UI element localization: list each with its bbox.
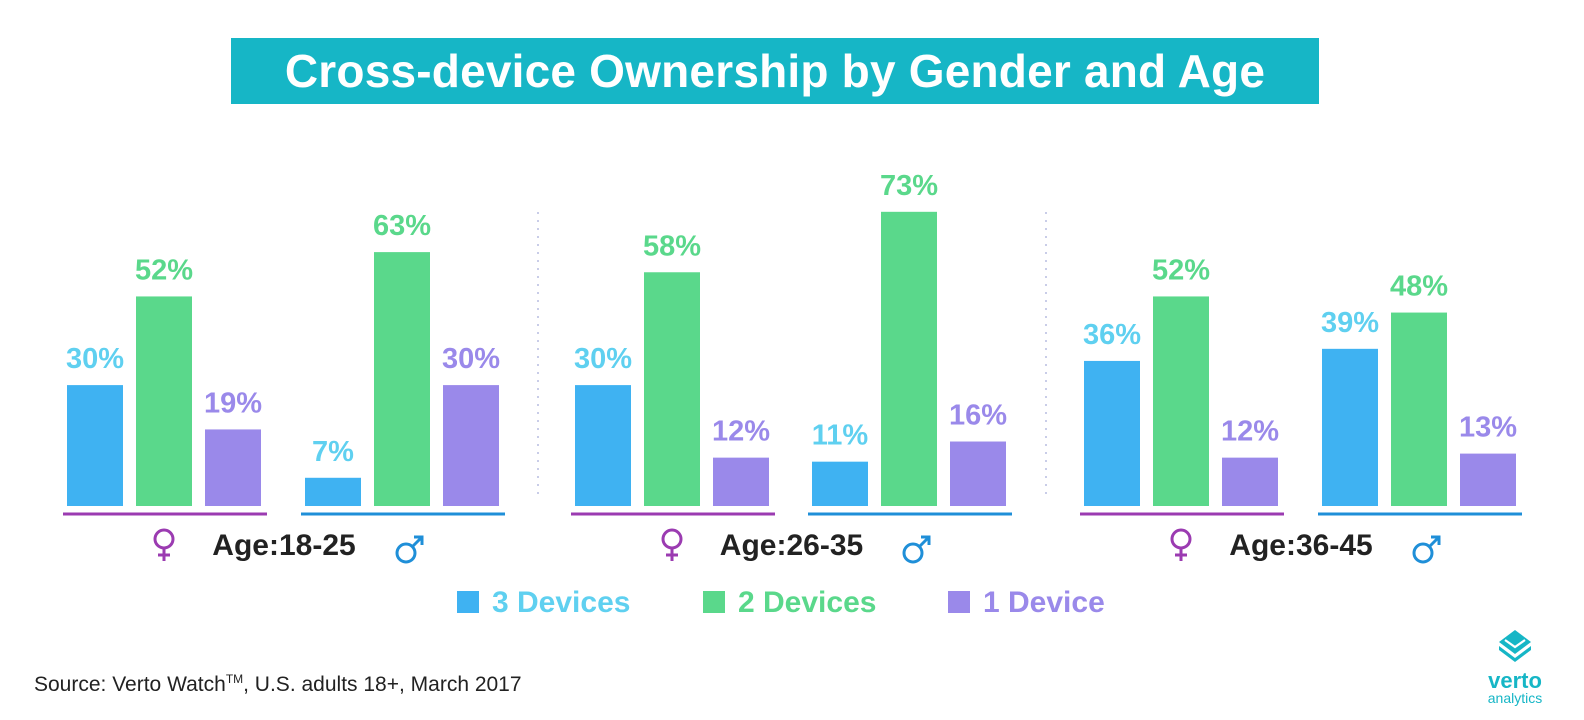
bar-male-2-devices bbox=[374, 252, 430, 506]
female-symbol-icon bbox=[661, 528, 683, 561]
bar-female-1-device bbox=[1222, 457, 1278, 506]
diamond-logo-icon bbox=[1499, 630, 1531, 662]
bar-female-3-devices bbox=[575, 385, 631, 506]
legend-label-2-devices: 2 Devices bbox=[738, 586, 876, 619]
male-symbol-icon bbox=[902, 535, 931, 564]
bar-value-label: 30% bbox=[442, 343, 500, 375]
bar-male-2-devices bbox=[1391, 312, 1447, 506]
bar-value-label: 36% bbox=[1083, 319, 1141, 351]
logo-sub: analytics bbox=[1487, 690, 1543, 706]
age-group-label: Age:26-35 bbox=[720, 529, 863, 562]
bar-value-label: 30% bbox=[574, 343, 632, 375]
bar-male-1-device bbox=[1460, 453, 1516, 506]
bar-value-label: 52% bbox=[1152, 254, 1210, 286]
bar-value-label: 73% bbox=[880, 170, 938, 202]
legend-swatch-2-devices bbox=[703, 591, 725, 613]
female-symbol-circle bbox=[661, 528, 683, 550]
male-symbol-icon bbox=[1412, 535, 1441, 564]
age-group-label: Age:36-45 bbox=[1229, 529, 1372, 562]
bar-female-3-devices bbox=[1084, 360, 1140, 506]
bar-female-2-devices bbox=[136, 296, 192, 506]
bar-value-label: 63% bbox=[373, 210, 431, 242]
bar-male-2-devices bbox=[881, 211, 937, 506]
verto-logo: verto analytics bbox=[1470, 628, 1560, 708]
bar-male-1-device bbox=[950, 441, 1006, 506]
legend-label-3-devices: 3 Devices bbox=[492, 586, 630, 619]
bar-value-label: 48% bbox=[1390, 271, 1448, 303]
male-symbol-icon bbox=[395, 535, 424, 564]
female-symbol-circle bbox=[153, 528, 175, 550]
female-symbol-circle bbox=[1170, 528, 1192, 550]
source-text: Source: Verto Watch bbox=[34, 673, 226, 696]
title-banner: Cross-device Ownership by Gender and Age bbox=[231, 38, 1319, 104]
bar-male-1-device bbox=[443, 385, 499, 506]
bar-female-1-device bbox=[205, 429, 261, 506]
logo-word: verto bbox=[1488, 668, 1542, 693]
bar-value-label: 19% bbox=[204, 387, 262, 419]
bar-female-1-device bbox=[713, 457, 769, 506]
male-symbol-arrow bbox=[410, 535, 424, 549]
bar-female-2-devices bbox=[1153, 296, 1209, 506]
bar-female-3-devices bbox=[67, 385, 123, 506]
female-symbol-icon bbox=[153, 528, 175, 561]
bar-value-label: 39% bbox=[1321, 307, 1379, 339]
bar-value-label: 58% bbox=[643, 230, 701, 262]
chart-title: Cross-device Ownership by Gender and Age bbox=[284, 45, 1266, 97]
male-symbol-circle bbox=[902, 542, 924, 564]
bar-value-label: 12% bbox=[1221, 416, 1279, 448]
bar-male-3-devices bbox=[305, 477, 361, 506]
trademark-mark: TM bbox=[225, 672, 244, 686]
bar-value-label: 16% bbox=[949, 400, 1007, 432]
male-symbol-head bbox=[414, 535, 424, 545]
bar-value-label: 52% bbox=[135, 254, 193, 286]
age-group-label: Age:18-25 bbox=[212, 529, 355, 562]
male-symbol-arrow bbox=[1427, 535, 1441, 549]
source-rest: , U.S. adults 18+, March 2017 bbox=[243, 673, 522, 696]
legend-label-1-device: 1 Device bbox=[983, 586, 1105, 619]
bar-male-3-devices bbox=[812, 461, 868, 506]
male-symbol-head bbox=[1431, 535, 1441, 545]
male-symbol-circle bbox=[395, 542, 417, 564]
source-note: Source: Verto WatchTM, U.S. adults 18+, … bbox=[34, 672, 522, 697]
bar-male-3-devices bbox=[1322, 348, 1378, 506]
male-symbol-arrow bbox=[917, 535, 931, 549]
legend-swatch-1-device bbox=[948, 591, 970, 613]
female-symbol-icon bbox=[1170, 528, 1192, 561]
bar-value-label: 12% bbox=[712, 416, 770, 448]
bar-value-label: 7% bbox=[312, 436, 354, 468]
bar-value-label: 13% bbox=[1459, 412, 1517, 444]
bar-female-2-devices bbox=[644, 272, 700, 506]
chart-canvas: 30% 52% 19% 7% 63% 30% Age:18-25 30% 58% 12% 11% 73… bbox=[63, 170, 1522, 619]
bar-value-label: 11% bbox=[812, 420, 869, 452]
legend-swatch-3-devices bbox=[457, 591, 479, 613]
male-symbol-circle bbox=[1412, 542, 1434, 564]
male-symbol-head bbox=[921, 535, 931, 545]
bar-value-label: 30% bbox=[66, 343, 124, 375]
